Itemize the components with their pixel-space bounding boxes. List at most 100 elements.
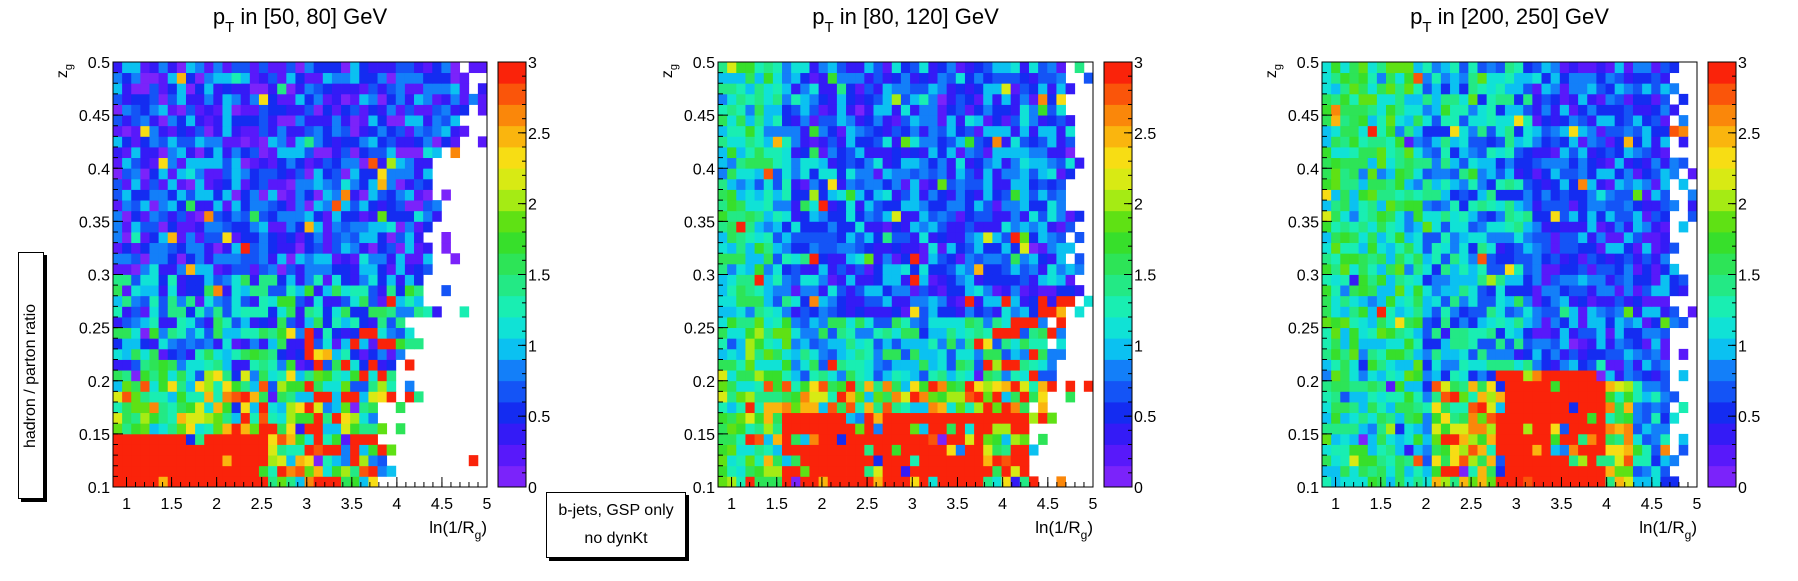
heatmap-cell [168, 211, 178, 222]
heatmap-cell [396, 328, 406, 339]
heatmap-cell [1532, 73, 1542, 84]
heatmap-cell [1056, 275, 1066, 286]
heatmap-cell [846, 62, 856, 73]
heatmap-cell [204, 349, 214, 360]
heatmap-cell [974, 253, 984, 264]
heatmap-cell [469, 94, 479, 105]
heatmap-cell [204, 317, 214, 328]
heatmap-cell [1651, 232, 1661, 243]
heatmap-cell [414, 221, 424, 232]
heatmap-cell [1505, 179, 1515, 190]
heatmap-cell [1606, 147, 1616, 158]
heatmap-cell [1624, 306, 1634, 317]
heatmap-cell [122, 360, 132, 371]
heatmap-cell [1459, 455, 1469, 466]
heatmap-cell [1404, 466, 1414, 477]
heatmap-cell [819, 190, 829, 201]
heatmap-cell [828, 168, 838, 179]
heatmap-cell [1002, 402, 1012, 413]
heatmap-cell [1606, 402, 1616, 413]
heatmap-cell [983, 402, 993, 413]
heatmap-cell [1404, 105, 1414, 116]
heatmap-cell [460, 306, 470, 317]
heatmap-cell [177, 136, 187, 147]
heatmap-cell [1047, 200, 1057, 211]
heatmap-cell [736, 62, 746, 73]
heatmap-cell [186, 168, 196, 179]
heatmap-cell [992, 317, 1002, 328]
heatmap-cell [983, 264, 993, 275]
heatmap-cell [1404, 221, 1414, 232]
heatmap-cell [773, 423, 783, 434]
heatmap-cell [1450, 275, 1460, 286]
heatmap-cell [773, 221, 783, 232]
heatmap-cell [186, 381, 196, 392]
heatmap-cell [974, 423, 984, 434]
heatmap-cell [259, 402, 269, 413]
heatmap-cell [901, 62, 911, 73]
heatmap-cell [1413, 445, 1423, 456]
heatmap-cell [131, 179, 141, 190]
heatmap-cell [718, 445, 728, 456]
heatmap-cell [1011, 413, 1021, 424]
heatmap-cell [800, 221, 810, 232]
heatmap-cell [1047, 211, 1057, 222]
heatmap-cell [168, 136, 178, 147]
heatmap-cell [232, 455, 242, 466]
heatmap-cell [368, 296, 378, 307]
colorbar-tick-label: 3 [1134, 55, 1143, 72]
heatmap-cell [1029, 221, 1039, 232]
heatmap-cell [1386, 179, 1396, 190]
heatmap-cell [1532, 168, 1542, 179]
heatmap-cell [332, 190, 342, 201]
heatmap-cell [809, 200, 819, 211]
heatmap-cell [204, 73, 214, 84]
heatmap-cell [873, 391, 883, 402]
heatmap-cell [1606, 158, 1616, 169]
heatmap-cell [846, 253, 856, 264]
heatmap-cell [341, 200, 351, 211]
heatmap-cell [295, 466, 305, 477]
heatmap-cell [883, 168, 893, 179]
heatmap-cell [938, 317, 948, 328]
heatmap-cell [314, 360, 324, 371]
heatmap-cell [1377, 391, 1387, 402]
heatmap-cell [295, 253, 305, 264]
heatmap-cell [387, 317, 397, 328]
heatmap-cell [1377, 445, 1387, 456]
heatmap-cell [1477, 306, 1487, 317]
heatmap-cell [873, 211, 883, 222]
heatmap-cell [277, 434, 287, 445]
heatmap-cell [1368, 264, 1378, 275]
heatmap-cell [864, 434, 874, 445]
heatmap-cell [755, 126, 765, 137]
heatmap-cell [1551, 126, 1561, 137]
heatmap-cell [1660, 338, 1670, 349]
heatmap-cell [910, 306, 920, 317]
heatmap-cell [956, 328, 966, 339]
heatmap-cell [965, 83, 975, 94]
heatmap-cell [1349, 168, 1359, 179]
heatmap-cell [232, 296, 242, 307]
heatmap-cell [1468, 115, 1478, 126]
heatmap-cell [727, 349, 737, 360]
heatmap-cell [122, 381, 132, 392]
heatmap-cell [1011, 221, 1021, 232]
heatmap-cell [1468, 243, 1478, 254]
heatmap-cell [1349, 83, 1359, 94]
heatmap-cell [1020, 168, 1030, 179]
heatmap-cell [232, 423, 242, 434]
heatmap-cell [1651, 221, 1661, 232]
heatmap-cell [1459, 126, 1469, 137]
heatmap-cell [387, 370, 397, 381]
heatmap-cell [159, 476, 169, 487]
heatmap-cell [305, 158, 315, 169]
heatmap-cell [718, 253, 728, 264]
heatmap-cell [892, 190, 902, 201]
heatmap-cell [1569, 285, 1579, 296]
heatmap-cell [1340, 136, 1350, 147]
heatmap-cell [809, 83, 819, 94]
heatmap-cell [1359, 158, 1369, 169]
